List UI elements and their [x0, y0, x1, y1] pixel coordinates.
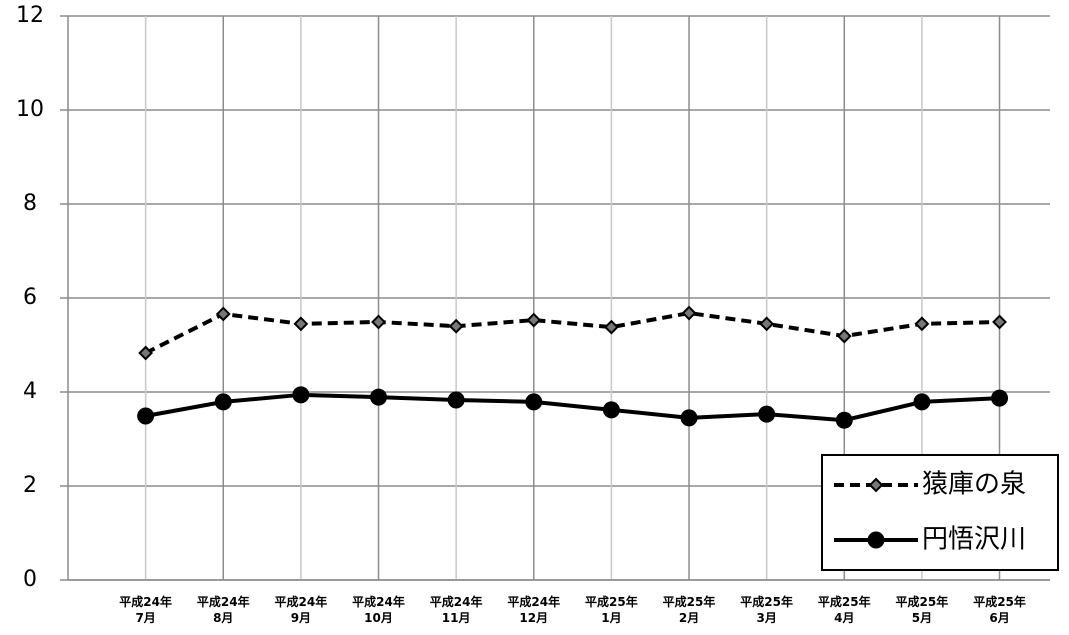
x-tick-label: 平成25年 1月 — [585, 594, 638, 625]
x-tick-label-line: 2月 — [679, 611, 699, 625]
marker — [138, 345, 154, 361]
x-tick-label: 平成24年 8月 — [197, 594, 250, 625]
y-tick-label: 2 — [23, 473, 37, 498]
x-tick-label: 平成25年 4月 — [818, 594, 871, 625]
y-tick-label: 12 — [16, 3, 44, 28]
marker — [603, 319, 619, 335]
legend-label: 猿庫の泉 — [922, 470, 1026, 500]
marker — [992, 314, 1007, 330]
legend-box — [821, 454, 1059, 571]
x-tick-label: 平成24年 11月 — [430, 594, 483, 625]
marker — [835, 411, 853, 429]
x-tick-label: 平成25年 5月 — [896, 594, 949, 625]
x-tick-label-line: 平成25年 — [663, 594, 716, 609]
x-tick-label-line: 平成24年 — [352, 594, 405, 609]
line — [144, 311, 1000, 355]
x-tick-label-line: 7月 — [135, 611, 155, 625]
x-tick-label: 平成24年 12月 — [507, 594, 560, 625]
x-tick-label-line: 3月 — [756, 611, 776, 625]
marker — [447, 391, 465, 409]
legend-marker — [868, 477, 884, 493]
x-tick-label-line: 1月 — [601, 611, 621, 625]
marker — [292, 386, 310, 404]
marker — [215, 306, 231, 322]
y-tick-label: 4 — [23, 379, 37, 404]
marker — [758, 405, 776, 423]
x-tick-label-line: 10月 — [364, 611, 393, 625]
x-tick-label-line: 平成25年 — [818, 594, 871, 609]
line — [145, 392, 1000, 423]
marker — [293, 316, 309, 332]
y-tick-label: 0 — [23, 567, 37, 592]
x-tick-label-line: 6月 — [989, 611, 1009, 625]
marker — [991, 389, 1009, 407]
x-tick-label-line: 平成25年 — [740, 594, 793, 609]
marker — [137, 407, 155, 425]
x-tick-label-line: 平成24年 — [430, 594, 483, 609]
x-tick-label: 平成24年 9月 — [275, 594, 328, 625]
x-tick-label-line: 平成24年 — [275, 594, 328, 609]
marker — [836, 328, 852, 344]
x-tick-label: 平成25年 6月 — [973, 594, 1026, 625]
x-tick-label-line: 9月 — [291, 611, 311, 625]
marker — [680, 409, 698, 427]
marker — [371, 314, 386, 330]
x-tick-label-line: 11月 — [442, 611, 471, 625]
x-tick-label-line: 平成25年 — [585, 594, 638, 609]
marker — [759, 316, 775, 332]
y-tick-label: 6 — [23, 285, 37, 310]
marker — [526, 312, 542, 328]
x-tick-label-line: 平成25年 — [973, 594, 1026, 609]
marker — [602, 401, 620, 419]
y-tick-label: 8 — [23, 191, 37, 216]
marker — [214, 393, 232, 411]
marker — [914, 316, 930, 332]
marker — [681, 305, 697, 321]
legend-marker — [867, 531, 885, 549]
legend-label: 円悟沢川 — [922, 525, 1026, 555]
x-tick-label-line: 8月 — [213, 611, 233, 625]
marker — [370, 388, 388, 406]
x-tick-label-line: 平成24年 — [119, 594, 172, 609]
x-tick-label-line: 5月 — [912, 611, 932, 625]
y-tick-label: 10 — [16, 97, 44, 122]
x-tick-label-line: 4月 — [834, 611, 854, 625]
x-tick-label-line: 平成24年 — [507, 594, 560, 609]
marker — [448, 318, 464, 334]
x-tick-label: 平成25年 2月 — [663, 594, 716, 625]
x-tick-label-line: 12月 — [519, 611, 548, 625]
x-tick-label: 平成24年 7月 — [119, 594, 172, 625]
x-tick-label-line: 平成25年 — [896, 594, 949, 609]
x-tick-label-line: 平成24年 — [197, 594, 250, 609]
marker — [525, 393, 543, 411]
x-tick-label: 平成25年 3月 — [740, 594, 793, 625]
marker — [913, 393, 931, 411]
x-tick-label: 平成24年 10月 — [352, 594, 405, 625]
